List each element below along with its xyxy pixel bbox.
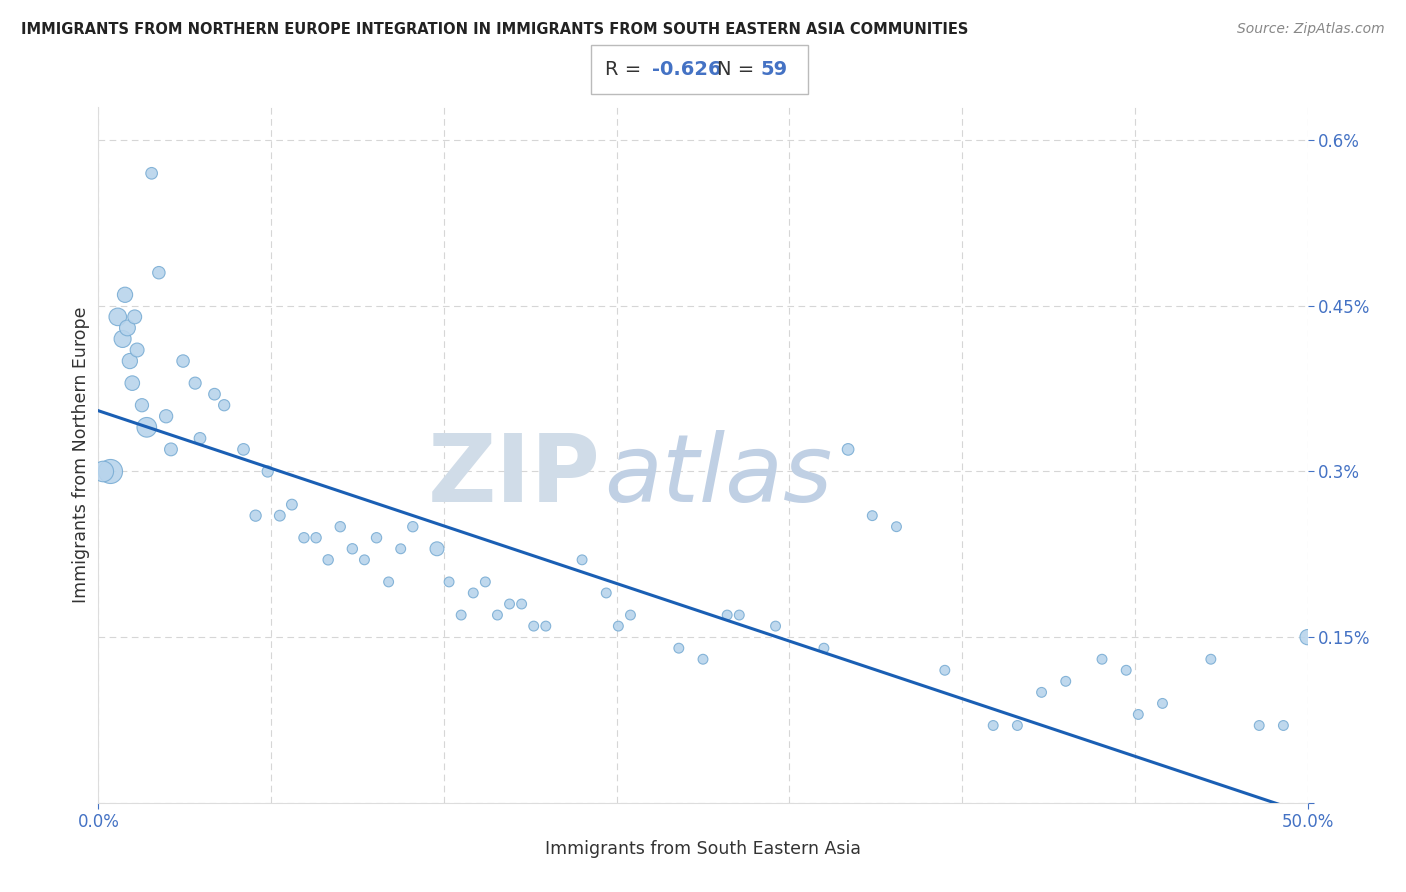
Point <box>366 531 388 545</box>
Point <box>281 498 304 512</box>
Text: ZIP: ZIP <box>427 430 600 522</box>
Point <box>155 409 177 424</box>
Point <box>1054 674 1077 689</box>
Point <box>292 531 315 545</box>
Point <box>127 343 149 357</box>
Point <box>124 310 146 324</box>
Point <box>668 641 690 656</box>
Point <box>188 431 211 445</box>
Point <box>184 376 207 391</box>
Point <box>1199 652 1222 666</box>
Point <box>1128 707 1150 722</box>
Point <box>692 652 714 666</box>
Point <box>1249 718 1271 732</box>
Point <box>353 553 375 567</box>
Point <box>117 321 139 335</box>
Text: IMMIGRANTS FROM NORTHERN EUROPE INTEGRATION IN IMMIGRANTS FROM SOUTH EASTERN ASI: IMMIGRANTS FROM NORTHERN EUROPE INTEGRAT… <box>21 22 969 37</box>
Point <box>813 641 835 656</box>
Text: R =: R = <box>605 60 647 78</box>
Point <box>121 376 143 391</box>
Point <box>269 508 291 523</box>
Point <box>934 663 956 677</box>
Point <box>1272 718 1295 732</box>
Point <box>329 519 352 533</box>
Point <box>510 597 533 611</box>
X-axis label: Immigrants from South Eastern Asia: Immigrants from South Eastern Asia <box>546 839 860 857</box>
Y-axis label: Immigrants from Northern Europe: Immigrants from Northern Europe <box>72 307 90 603</box>
Point <box>1152 697 1174 711</box>
Point <box>204 387 226 401</box>
Text: 59: 59 <box>761 60 787 78</box>
Point <box>1091 652 1114 666</box>
Point <box>437 574 460 589</box>
Point <box>256 465 278 479</box>
Point <box>486 608 509 623</box>
Point <box>728 608 751 623</box>
Point <box>118 354 141 368</box>
Point <box>111 332 134 346</box>
Point <box>131 398 153 412</box>
Point <box>1007 718 1029 732</box>
Text: N =: N = <box>717 60 761 78</box>
Point <box>716 608 738 623</box>
Point <box>426 541 449 556</box>
Point <box>1115 663 1137 677</box>
Point <box>523 619 546 633</box>
Point <box>607 619 630 633</box>
Point <box>860 508 883 523</box>
Point <box>1031 685 1053 699</box>
Point <box>474 574 496 589</box>
Point <box>305 531 328 545</box>
Point <box>212 398 235 412</box>
Point <box>571 553 593 567</box>
Point <box>498 597 520 611</box>
Point <box>316 553 339 567</box>
Point <box>100 465 122 479</box>
Point <box>114 287 136 301</box>
Point <box>595 586 617 600</box>
Point <box>402 519 425 533</box>
Point <box>245 508 267 523</box>
Point <box>981 718 1004 732</box>
Point <box>389 541 412 556</box>
Text: Source: ZipAtlas.com: Source: ZipAtlas.com <box>1237 22 1385 37</box>
Text: -0.626: -0.626 <box>652 60 723 78</box>
Point <box>619 608 641 623</box>
Point <box>377 574 399 589</box>
Point <box>232 442 254 457</box>
Point <box>765 619 787 633</box>
Point <box>1296 630 1319 644</box>
Point <box>463 586 485 600</box>
Point <box>135 420 157 434</box>
Point <box>886 519 908 533</box>
Point <box>342 541 364 556</box>
Point <box>534 619 557 633</box>
Point <box>160 442 183 457</box>
Point <box>141 166 163 180</box>
Text: atlas: atlas <box>603 430 832 521</box>
Point <box>172 354 194 368</box>
Point <box>450 608 472 623</box>
Point <box>91 465 114 479</box>
Point <box>837 442 859 457</box>
Point <box>148 266 170 280</box>
Point <box>107 310 129 324</box>
